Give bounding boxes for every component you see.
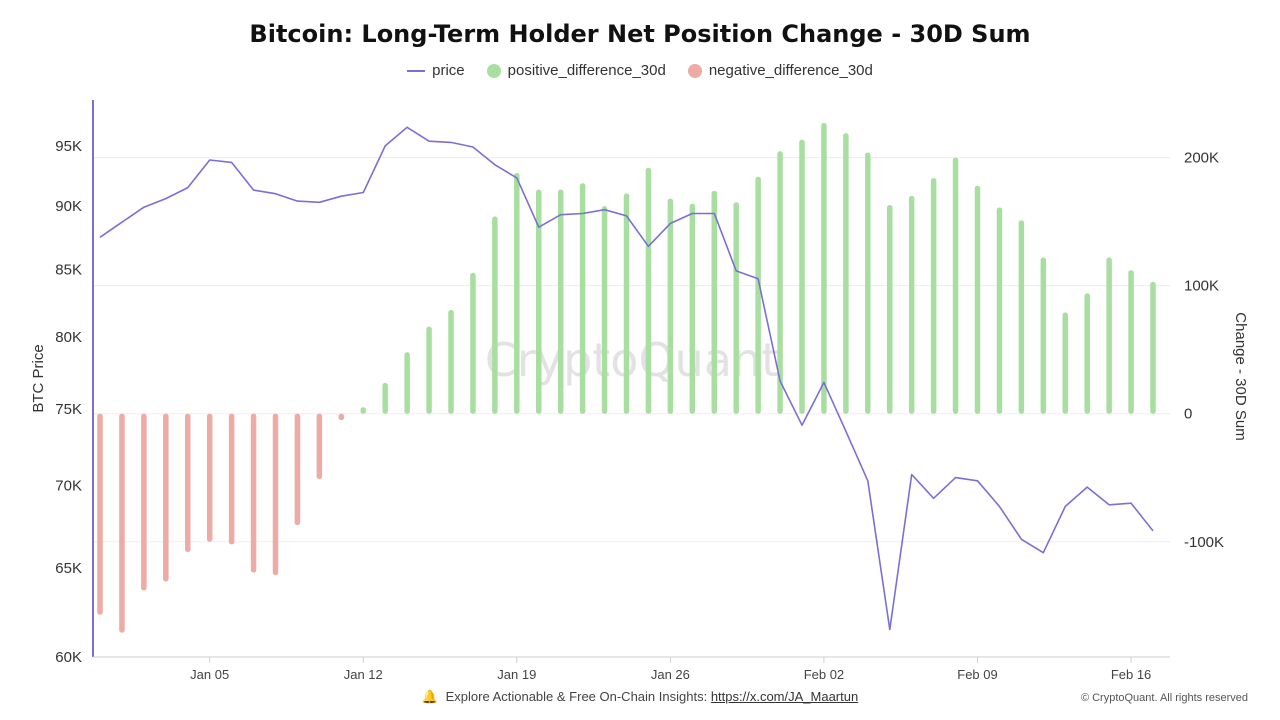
bar-positive <box>667 198 674 414</box>
bar-positive <box>404 352 410 414</box>
bar-negative <box>206 413 213 542</box>
right-tick-label: -100K <box>1184 534 1224 551</box>
x-tick-label: Jan 19 <box>497 667 536 682</box>
left-tick-label: 90K <box>55 198 82 215</box>
footer-link[interactable]: https://x.com/JA_Maartun <box>710 689 859 704</box>
x-tick-label: Feb 16 <box>1111 667 1151 682</box>
bar-positive <box>711 190 717 414</box>
bar-positive <box>426 326 432 414</box>
axes: 60K 65K 70K 75K 80K 85K 90K 95K -100K 0 100K 200K Ja… <box>30 100 1249 682</box>
bar-negative <box>141 413 147 591</box>
right-axis-title: Change - 30D Sum <box>1232 312 1249 440</box>
legend-item-positive[interactable]: positive_difference_30d <box>486 62 666 79</box>
legend-item-negative[interactable]: negative_difference_30d <box>687 62 873 79</box>
bar-positive <box>865 152 871 414</box>
right-tick-label: 200K <box>1184 150 1219 167</box>
bar-positive <box>492 216 498 414</box>
bar-positive <box>777 151 783 414</box>
bar-positive <box>689 203 696 414</box>
bar-negative <box>228 413 235 545</box>
right-tick-label: 100K <box>1184 278 1219 295</box>
left-tick-label: 80K <box>55 329 82 346</box>
bar-positive <box>974 185 981 414</box>
legend-line-swatch <box>407 69 426 72</box>
left-tick-label: 65K <box>55 560 82 577</box>
bar-positive <box>514 172 520 414</box>
legend-label-positive: positive_difference_30d <box>507 62 666 79</box>
bell-icon: 🔔 <box>421 689 438 704</box>
bar-positive <box>382 382 388 414</box>
bar-positive <box>360 407 366 414</box>
bar-negative <box>119 413 125 633</box>
bar-positive <box>1128 270 1134 414</box>
bar-negative <box>338 413 345 421</box>
bar-positive <box>579 183 586 414</box>
legend-label-price: price <box>432 62 465 79</box>
bar-positive <box>1040 257 1047 414</box>
bar-positive <box>887 204 893 414</box>
bar-positive <box>930 178 937 414</box>
bar-negative <box>272 413 279 576</box>
chart-title: Bitcoin: Long-Term Holder Net Position C… <box>249 20 1031 48</box>
bar-negative <box>250 413 257 573</box>
legend: price positive_difference_30d negative_d… <box>0 62 1280 79</box>
x-tick-label: Jan 12 <box>344 667 383 682</box>
bar-negative <box>185 413 191 553</box>
bar-positive <box>755 176 761 414</box>
legend-dot-positive <box>486 63 501 78</box>
footer: 🔔 Explore Actionable & Free On-Chain Ins… <box>0 689 1280 705</box>
bar-positive <box>645 167 652 414</box>
bar-positive <box>733 202 739 414</box>
bar-positive <box>1084 293 1090 414</box>
bar-positive <box>557 189 564 414</box>
bar-positive <box>601 206 608 414</box>
bar-positive <box>470 272 476 414</box>
legend-item-price[interactable]: price <box>407 62 465 79</box>
left-tick-label: 70K <box>55 478 82 495</box>
left-tick-label: 75K <box>55 401 82 418</box>
bar-positive <box>821 123 827 414</box>
price-line <box>99 126 1154 631</box>
bar-positive <box>1106 257 1112 414</box>
x-tick-label: Feb 02 <box>804 667 844 682</box>
x-tick-label: Feb 09 <box>957 667 997 682</box>
left-tick-label: 60K <box>55 649 82 666</box>
grid-lines <box>93 157 1170 543</box>
left-tick-label: 95K <box>55 138 82 155</box>
right-tick-label: 0 <box>1184 406 1192 423</box>
copyright: © CryptoQuant. All rights reserved <box>1080 692 1248 704</box>
bar-positive <box>908 196 915 414</box>
bar-positive <box>996 207 1003 414</box>
bar-series <box>97 123 1156 633</box>
footer-text: Explore Actionable & Free On-Chain Insig… <box>445 689 708 704</box>
left-tick-label: 85K <box>55 262 82 279</box>
x-tick-label: Jan 05 <box>190 667 229 682</box>
bar-positive <box>448 309 454 414</box>
bar-positive <box>623 193 630 414</box>
price-series <box>99 126 1154 631</box>
watermark: CryptoQuant <box>485 333 779 387</box>
bar-negative <box>294 413 301 526</box>
bar-positive <box>952 157 959 414</box>
bar-negative <box>97 413 103 615</box>
legend-label-negative: negative_difference_30d <box>708 62 873 79</box>
legend-dot-negative <box>687 63 702 78</box>
left-axis-title: BTC Price <box>30 344 47 412</box>
bar-positive <box>843 133 849 414</box>
bar-positive <box>1018 220 1025 414</box>
bar-positive <box>799 139 805 414</box>
x-tick-label: Jan 26 <box>651 667 690 682</box>
bar-negative <box>316 413 323 480</box>
bar-positive <box>1150 281 1156 414</box>
bar-negative <box>163 413 169 582</box>
bar-positive <box>536 189 542 414</box>
bar-positive <box>1062 312 1068 414</box>
